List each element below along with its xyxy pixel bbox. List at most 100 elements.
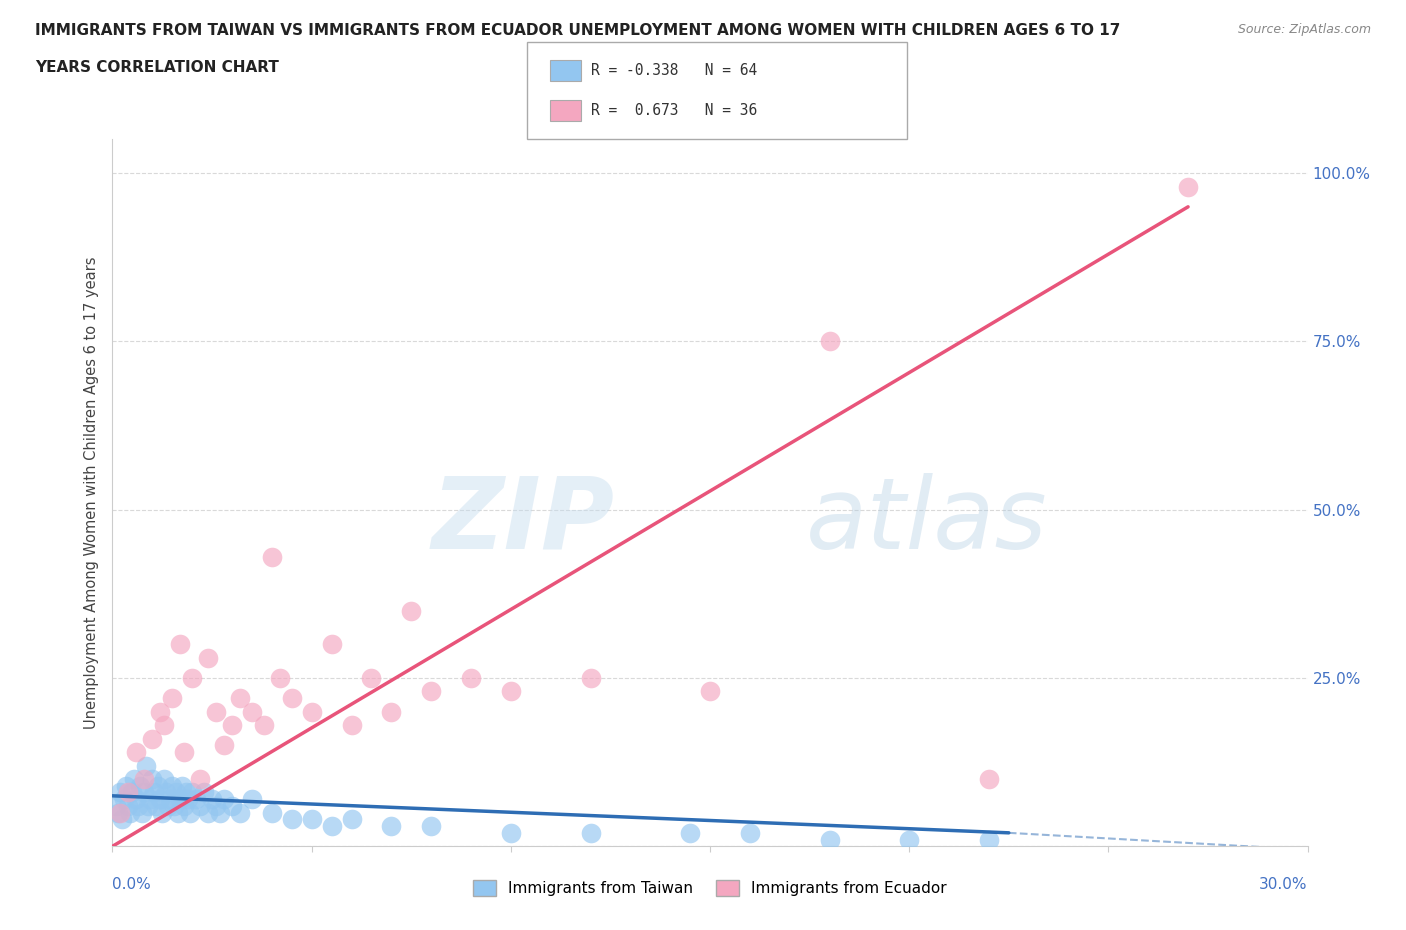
Point [177,791,200,806]
Point [977,832,1000,847]
Point [174,785,197,800]
Point [269,671,291,685]
Point [162,691,183,706]
Point [157,799,180,814]
Point [1177,179,1199,194]
Point [340,718,363,733]
Point [321,818,343,833]
Point [209,805,232,820]
Point [131,805,153,820]
Point [188,799,211,814]
Point [818,334,841,349]
Point [340,812,363,827]
Text: IMMIGRANTS FROM TAIWAN VS IMMIGRANTS FROM ECUADOR UNEMPLOYMENT AMONG WOMEN WITH : IMMIGRANTS FROM TAIWAN VS IMMIGRANTS FRO… [35,23,1121,38]
Point [179,805,201,820]
Point [197,650,219,665]
Point [124,772,146,787]
Point [143,785,166,800]
Point [679,826,702,841]
Point [141,731,163,746]
Point [117,799,139,814]
Point [181,671,204,685]
Point [105,799,128,814]
Point [197,805,219,820]
Point [114,791,135,806]
Point [110,785,132,800]
Point [153,718,176,733]
Point [212,791,235,806]
Text: atlas: atlas [806,472,1047,570]
Point [460,671,482,685]
Point [229,805,252,820]
Point [301,812,323,827]
Point [127,799,149,814]
Point [172,778,194,793]
Point [818,832,841,847]
Point [738,826,761,841]
Point [163,799,186,814]
Point [159,791,181,806]
Point [134,772,156,787]
Point [125,745,148,760]
Point [579,671,602,685]
Point [149,704,172,719]
Point [205,704,228,719]
Point [162,778,183,793]
Point [301,704,323,719]
Point [139,791,162,806]
Y-axis label: Unemployment Among Women with Children Ages 6 to 17 years: Unemployment Among Women with Children A… [84,257,100,729]
Point [221,799,243,814]
Text: YEARS CORRELATION CHART: YEARS CORRELATION CHART [35,60,278,75]
Point [115,778,138,793]
Point [138,799,160,814]
Point [165,785,187,800]
Point [148,778,170,793]
Point [111,812,134,827]
Point [281,812,304,827]
Text: 0.0%: 0.0% [112,877,152,892]
Point [212,737,235,752]
Point [380,818,402,833]
Point [141,772,163,787]
Point [150,805,173,820]
Point [117,785,139,800]
Point [201,791,224,806]
Point [125,791,148,806]
Point [120,805,142,820]
Point [321,637,343,652]
Point [281,691,304,706]
Point [420,684,443,699]
Point [260,550,283,565]
Point [181,785,204,800]
Point [145,799,167,814]
Point [360,671,382,685]
Point [155,785,177,800]
Point [579,826,602,841]
Point [401,604,423,618]
Point [221,718,243,733]
Point [240,791,263,806]
Point [167,805,190,820]
Text: 30.0%: 30.0% [1260,877,1308,892]
Point [129,778,152,793]
Point [110,805,132,820]
Text: R = -0.338   N = 64: R = -0.338 N = 64 [591,63,756,78]
Point [253,718,276,733]
Point [173,745,195,760]
Point [188,772,211,787]
Point [699,684,721,699]
Point [186,791,208,806]
Point [380,704,402,719]
Point [205,799,228,814]
Point [169,791,191,806]
Point [499,826,522,841]
Text: Source: ZipAtlas.com: Source: ZipAtlas.com [1237,23,1371,36]
Point [229,691,252,706]
Point [134,785,156,800]
Point [898,832,921,847]
Point [107,805,129,820]
Point [499,684,522,699]
Text: R =  0.673   N = 36: R = 0.673 N = 36 [591,103,756,118]
Point [121,785,143,800]
Point [260,805,283,820]
